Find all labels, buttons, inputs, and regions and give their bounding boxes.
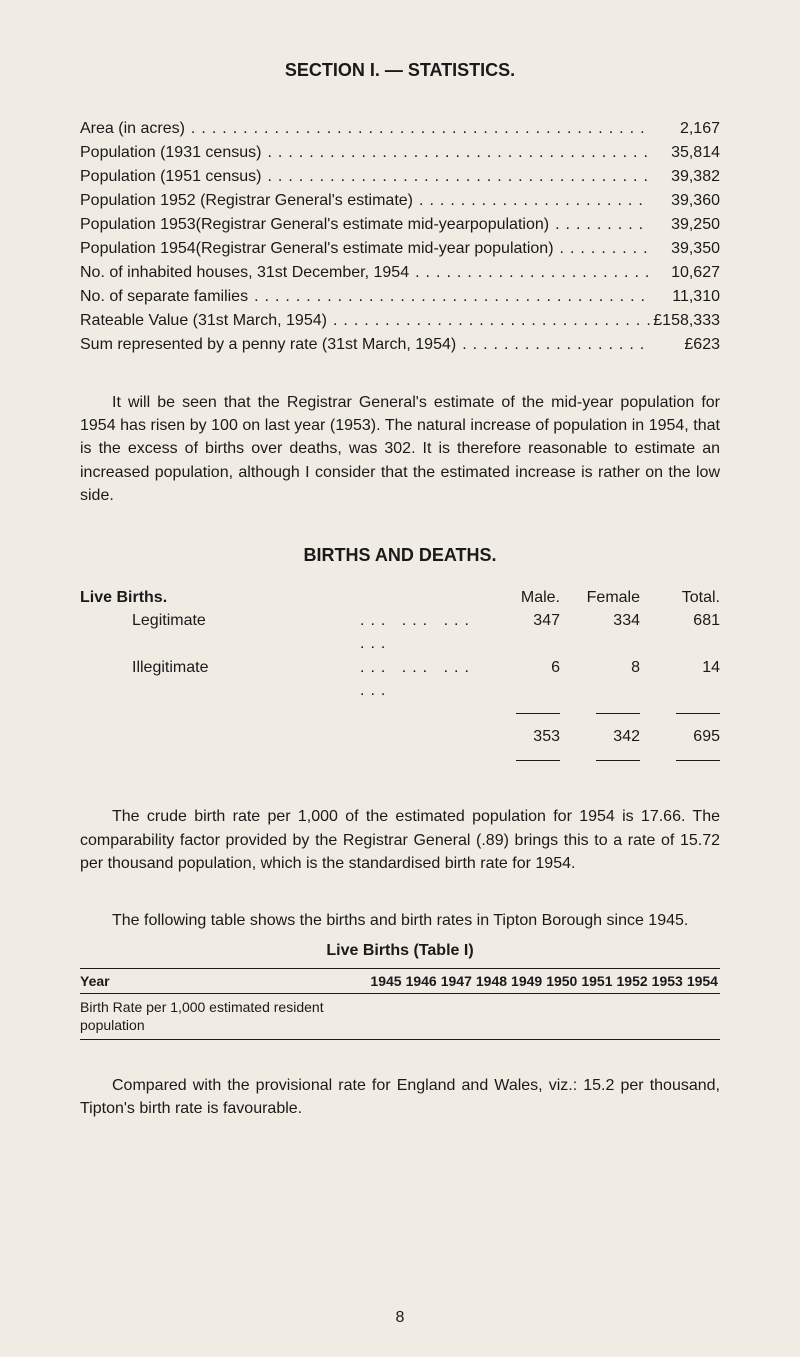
stat-row: Population (1931 census)................…: [80, 141, 720, 165]
live-births-table: Live Births. Male. Female Total. Legitim…: [80, 586, 720, 772]
table-rate-row: Birth Rate per 1,000 estimated resident …: [80, 994, 720, 1039]
stat-row: Rateable Value (31st March, 1954).......…: [80, 309, 720, 333]
year-col: 1947: [439, 969, 474, 994]
col-total: Total.: [640, 586, 720, 609]
stat-row: Population 1952 (Registrar General's est…: [80, 189, 720, 213]
total-female: 342: [560, 725, 640, 748]
leader-dots: ........................................…: [261, 141, 650, 165]
leader-dots: ........................................…: [185, 117, 650, 141]
totals-spacer: [80, 725, 360, 748]
stat-row: Population 1954(Registrar General's esti…: [80, 237, 720, 261]
year-col: 1954: [685, 969, 720, 994]
row-legitimate-label: Legitimate: [80, 609, 360, 655]
stat-label: No. of separate families: [80, 285, 248, 309]
stat-label: Rateable Value (31st March, 1954): [80, 309, 327, 333]
paragraph-3: The following table shows the births and…: [80, 909, 720, 932]
stat-label: Population (1931 census): [80, 141, 261, 165]
year-col: 1952: [615, 969, 650, 994]
row-illegitimate-label: Illegitimate: [80, 656, 360, 702]
stat-label: Population 1952 (Registrar General's est…: [80, 189, 413, 213]
year-col: 1946: [404, 969, 439, 994]
legitimate-total: 681: [640, 609, 720, 655]
stat-label: Sum represented by a penny rate (31st Ma…: [80, 333, 456, 357]
rule: [80, 748, 720, 771]
year-col: 1945: [368, 969, 403, 994]
paragraph-1: It will be seen that the Registrar Gener…: [80, 391, 720, 507]
leader-dots: ........................................…: [554, 237, 650, 261]
stat-value: 10,627: [650, 261, 720, 285]
births-deaths-title: BIRTHS AND DEATHS.: [80, 545, 720, 566]
legitimate-male: 347: [480, 609, 560, 655]
leader-dots: ........................................…: [409, 261, 650, 285]
leader-dots: ........................................…: [261, 165, 650, 189]
illegitimate-male: 6: [480, 656, 560, 702]
stat-value: 11,310: [650, 285, 720, 309]
page: SECTION I. — STATISTICS. Area (in acres)…: [0, 0, 800, 1357]
leader-dots: ........................................…: [327, 309, 650, 333]
table-bottom-rule: [80, 1039, 720, 1040]
stat-row: No. of separate families................…: [80, 285, 720, 309]
stat-row: No. of inhabited houses, 31st December, …: [80, 261, 720, 285]
total-male: 353: [480, 725, 560, 748]
paragraph-4: Compared with the provisional rate for E…: [80, 1074, 720, 1120]
leader-dots: ........................................…: [456, 333, 650, 357]
table-header-row: Year 19451946194719481949195019511952195…: [80, 969, 720, 994]
stat-value: 35,814: [650, 141, 720, 165]
section-title: SECTION I. — STATISTICS.: [80, 60, 720, 81]
year-col: 1950: [544, 969, 579, 994]
stat-label: Population 1953(Registrar General's esti…: [80, 213, 549, 237]
stat-label: Population (1951 census): [80, 165, 261, 189]
table-caption: Live Births (Table I): [80, 942, 720, 960]
stat-label: No. of inhabited houses, 31st December, …: [80, 261, 409, 285]
live-births-rate-table: Year 19451946194719481949195019511952195…: [80, 968, 720, 1039]
stat-row: Sum represented by a penny rate (31st Ma…: [80, 333, 720, 357]
stat-value: 39,250: [650, 213, 720, 237]
page-number: 8: [0, 1309, 800, 1327]
paragraph-2: The crude birth rate per 1,000 of the es…: [80, 805, 720, 875]
col-female: Female: [560, 586, 640, 609]
stat-label: Population 1954(Registrar General's esti…: [80, 237, 554, 261]
year-col: 1951: [579, 969, 614, 994]
year-label: Year: [80, 969, 336, 994]
rule: [80, 702, 720, 725]
total-total: 695: [640, 725, 720, 748]
stat-row: Area (in acres).........................…: [80, 117, 720, 141]
stat-value: 39,382: [650, 165, 720, 189]
year-col: 1949: [509, 969, 544, 994]
leader-dots: ........................................…: [549, 213, 650, 237]
dots: ... ... ... ...: [360, 609, 480, 655]
stat-value: 39,360: [650, 189, 720, 213]
stat-value: 2,167: [650, 117, 720, 141]
live-births-heading: Live Births.: [80, 586, 480, 609]
illegitimate-female: 8: [560, 656, 640, 702]
col-male: Male.: [480, 586, 560, 609]
dots-spacer: [360, 725, 480, 748]
leader-dots: ........................................…: [248, 285, 650, 309]
stat-row: Population 1953(Registrar General's esti…: [80, 213, 720, 237]
illegitimate-total: 14: [640, 656, 720, 702]
stat-row: Population (1951 census)................…: [80, 165, 720, 189]
stat-label: Area (in acres): [80, 117, 185, 141]
year-col: 1953: [650, 969, 685, 994]
stat-value: £623: [650, 333, 720, 357]
stat-value: £158,333: [650, 309, 720, 333]
leader-dots: ........................................…: [413, 189, 650, 213]
stat-value: 39,350: [650, 237, 720, 261]
year-col: 1948: [474, 969, 509, 994]
rate-label: Birth Rate per 1,000 estimated resident …: [80, 994, 368, 1039]
legitimate-female: 334: [560, 609, 640, 655]
statistics-list: Area (in acres).........................…: [80, 117, 720, 357]
dots: ... ... ... ...: [360, 656, 480, 702]
